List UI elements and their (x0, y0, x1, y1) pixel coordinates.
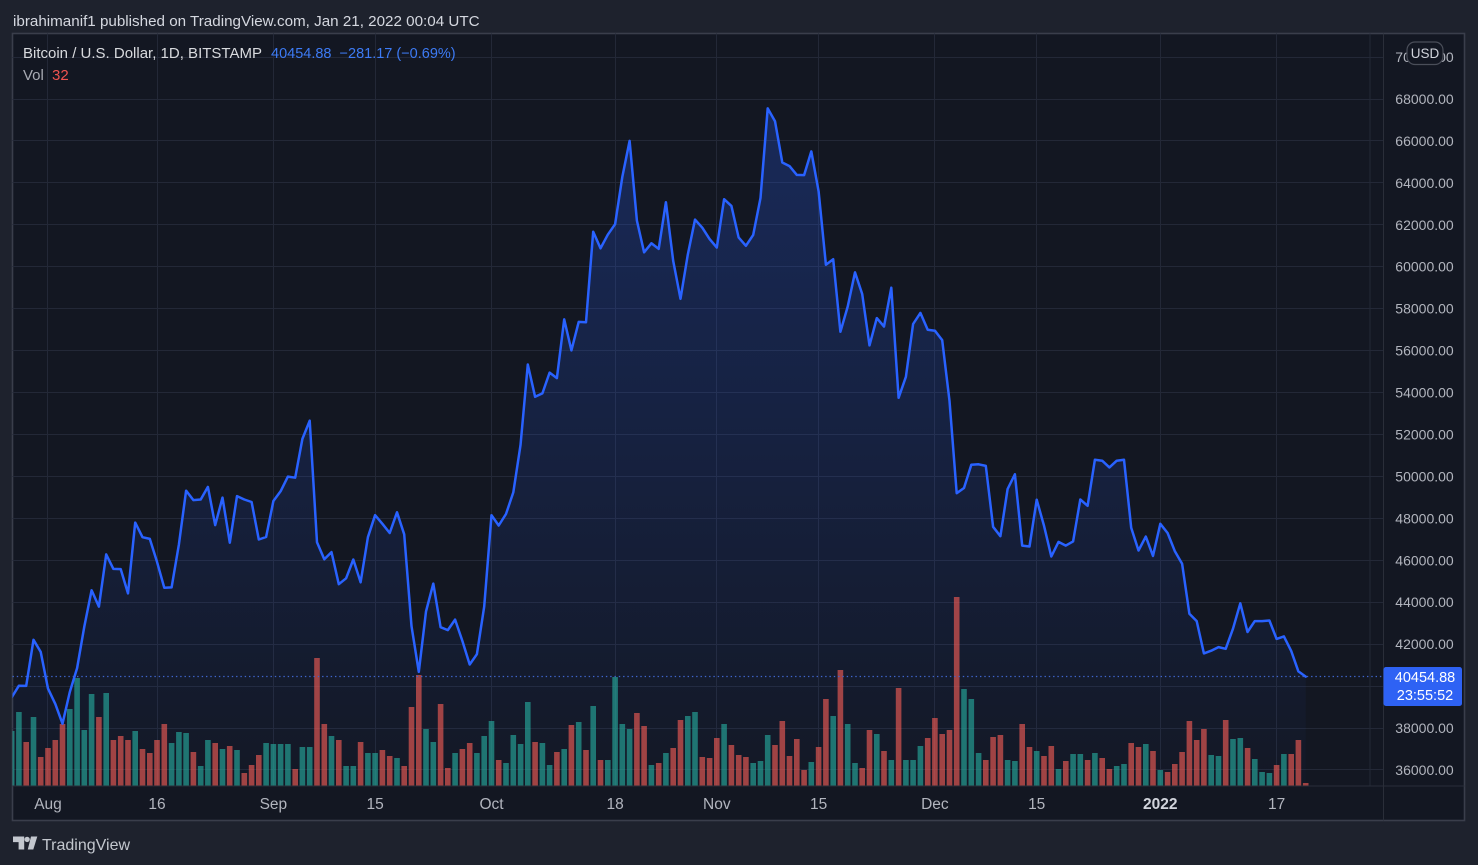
svg-text:15: 15 (1028, 796, 1045, 813)
svg-text:62000.00: 62000.00 (1395, 217, 1454, 233)
svg-text:ibrahimanif1 published on Trad: ibrahimanif1 published on TradingView.co… (13, 13, 480, 30)
svg-text:38000.00: 38000.00 (1395, 720, 1454, 736)
svg-text:46000.00: 46000.00 (1395, 552, 1454, 568)
svg-text:16: 16 (148, 796, 165, 813)
svg-text:Bitcoin / U.S. Dollar, 1D, BIT: Bitcoin / U.S. Dollar, 1D, BITSTAMP (23, 45, 262, 62)
svg-text:40454.88: 40454.88 (1395, 670, 1455, 686)
svg-text:36000.00: 36000.00 (1395, 762, 1454, 778)
svg-text:Sep: Sep (260, 796, 288, 813)
svg-text:58000.00: 58000.00 (1395, 301, 1454, 317)
svg-text:USD: USD (1411, 46, 1440, 61)
svg-text:Aug: Aug (34, 796, 62, 813)
svg-text:50000.00: 50000.00 (1395, 468, 1454, 484)
svg-text:17: 17 (1268, 796, 1285, 813)
svg-text:64000.00: 64000.00 (1395, 175, 1454, 191)
svg-text:Dec: Dec (921, 796, 949, 813)
svg-text:23:55:52: 23:55:52 (1397, 688, 1453, 704)
svg-text:56000.00: 56000.00 (1395, 343, 1454, 359)
svg-text:32: 32 (52, 67, 69, 84)
svg-text:TradingView: TradingView (42, 837, 130, 854)
svg-text:40454.88 −281.17 (−0.69%): 40454.88 −281.17 (−0.69%) (271, 46, 456, 62)
svg-text:52000.00: 52000.00 (1395, 427, 1454, 443)
svg-text:18: 18 (606, 796, 623, 813)
svg-text:15: 15 (366, 796, 383, 813)
svg-text:54000.00: 54000.00 (1395, 385, 1454, 401)
svg-text:15: 15 (810, 796, 827, 813)
svg-text:66000.00: 66000.00 (1395, 133, 1454, 149)
svg-text:Oct: Oct (479, 796, 504, 813)
svg-text:60000.00: 60000.00 (1395, 259, 1454, 275)
svg-text:48000.00: 48000.00 (1395, 510, 1454, 526)
svg-text:2022: 2022 (1143, 796, 1177, 813)
svg-text:42000.00: 42000.00 (1395, 636, 1454, 652)
svg-text:68000.00: 68000.00 (1395, 91, 1454, 107)
svg-text:44000.00: 44000.00 (1395, 594, 1454, 610)
svg-text:Nov: Nov (703, 796, 731, 813)
svg-text:Vol: Vol (23, 67, 44, 84)
